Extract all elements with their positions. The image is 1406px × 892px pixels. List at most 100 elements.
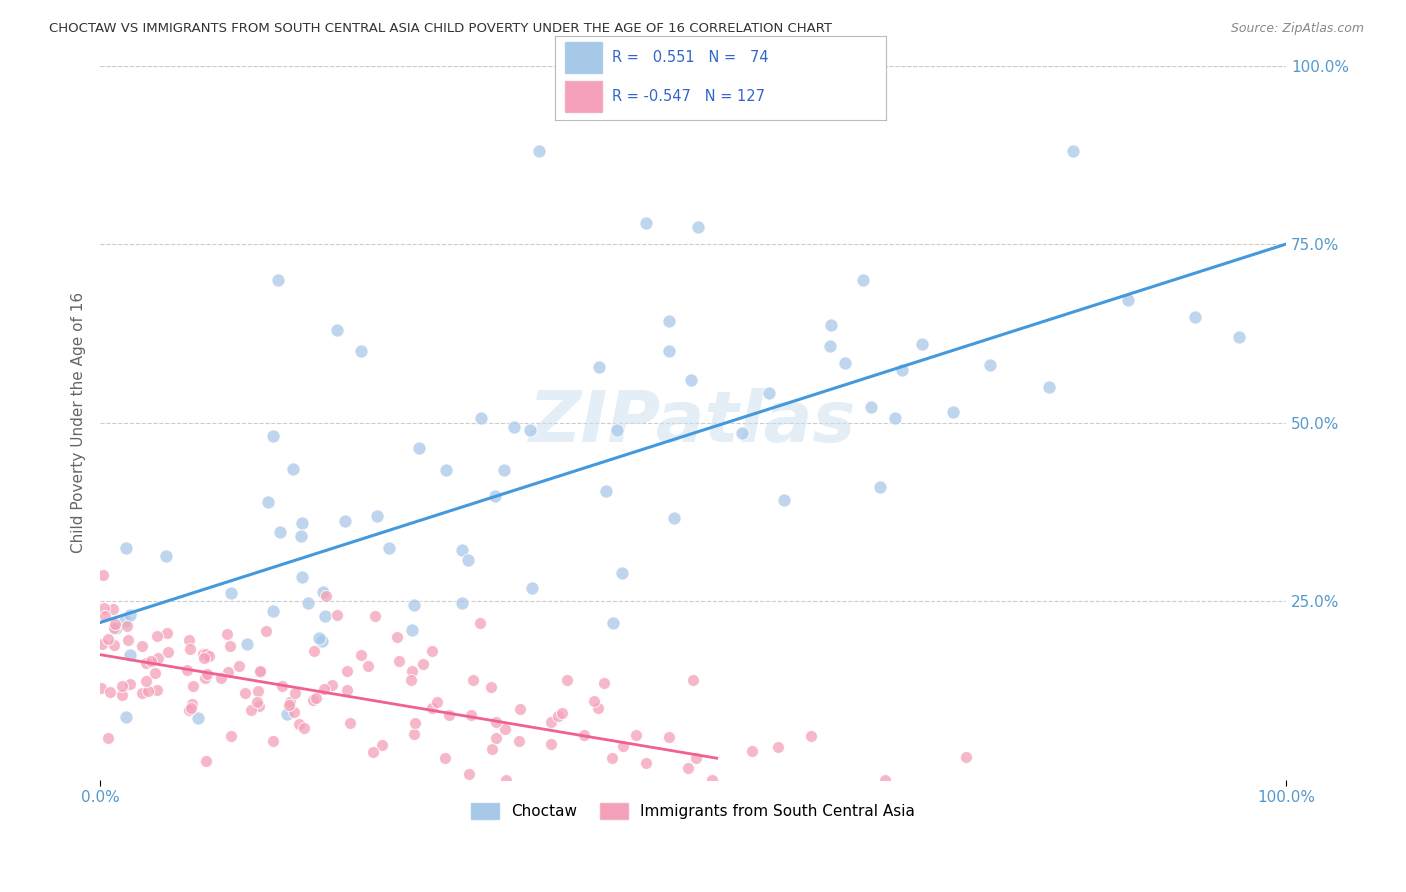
Point bbox=[278, 696, 301, 710]
Point bbox=[326, 608, 349, 623]
Point bbox=[176, 663, 198, 677]
Bar bbox=[565, 43, 602, 73]
Point bbox=[90, 638, 112, 652]
Point bbox=[588, 360, 610, 375]
Point bbox=[103, 616, 125, 631]
Point bbox=[302, 644, 325, 658]
Point bbox=[682, 673, 704, 687]
Point bbox=[246, 695, 269, 709]
Point bbox=[236, 637, 259, 651]
Point bbox=[470, 410, 492, 425]
Point bbox=[146, 651, 169, 665]
Point bbox=[326, 323, 349, 337]
Point bbox=[586, 701, 609, 715]
Point bbox=[426, 695, 449, 709]
Point bbox=[371, 738, 394, 752]
Point bbox=[195, 667, 218, 681]
Point bbox=[193, 647, 215, 661]
Point bbox=[527, 145, 550, 159]
Point bbox=[93, 601, 115, 615]
Point bbox=[257, 495, 280, 509]
Point bbox=[494, 463, 516, 477]
Point bbox=[305, 691, 328, 706]
Point bbox=[110, 680, 132, 694]
Point bbox=[658, 314, 681, 328]
Point bbox=[194, 671, 217, 685]
Point bbox=[181, 697, 204, 711]
Point bbox=[551, 706, 574, 720]
Point bbox=[485, 715, 508, 730]
Point bbox=[401, 623, 423, 637]
Point bbox=[460, 708, 482, 723]
Point bbox=[314, 608, 336, 623]
Point bbox=[290, 529, 312, 543]
Point bbox=[195, 647, 218, 661]
Point bbox=[942, 405, 965, 419]
Point bbox=[350, 344, 373, 359]
Text: CHOCTAW VS IMMIGRANTS FROM SOUTH CENTRAL ASIA CHILD POVERTY UNDER THE AGE OF 16 : CHOCTAW VS IMMIGRANTS FROM SOUTH CENTRAL… bbox=[49, 22, 832, 36]
Point bbox=[103, 601, 125, 615]
Point bbox=[103, 638, 125, 652]
Point bbox=[180, 701, 202, 715]
Point bbox=[859, 400, 882, 414]
Point bbox=[308, 632, 330, 646]
Point bbox=[834, 356, 856, 370]
Point bbox=[193, 651, 215, 665]
Point bbox=[233, 686, 256, 700]
Point bbox=[420, 644, 443, 658]
Point bbox=[291, 516, 314, 530]
Point bbox=[179, 704, 201, 718]
Point bbox=[135, 674, 157, 689]
Point bbox=[97, 632, 120, 646]
Point bbox=[662, 511, 685, 525]
Point bbox=[312, 585, 335, 599]
Text: ZIPatlas: ZIPatlas bbox=[529, 388, 856, 457]
Point bbox=[385, 630, 408, 644]
Point bbox=[209, 671, 232, 685]
Point bbox=[685, 750, 707, 764]
Point bbox=[658, 730, 681, 744]
Point bbox=[335, 514, 357, 528]
Point bbox=[402, 727, 425, 741]
Point bbox=[773, 493, 796, 508]
Point bbox=[145, 665, 167, 680]
Point bbox=[135, 656, 157, 670]
Point bbox=[336, 664, 359, 678]
Text: R = -0.547   N = 127: R = -0.547 N = 127 bbox=[612, 89, 765, 104]
Point bbox=[361, 745, 384, 759]
Point bbox=[247, 698, 270, 713]
Point bbox=[131, 639, 153, 653]
Point bbox=[873, 772, 896, 787]
Point bbox=[217, 627, 239, 641]
Point bbox=[676, 761, 699, 775]
Point bbox=[156, 626, 179, 640]
Point bbox=[494, 722, 516, 736]
Point bbox=[1062, 145, 1084, 159]
Point bbox=[228, 659, 250, 673]
Point bbox=[111, 689, 134, 703]
Point bbox=[198, 649, 221, 664]
Point bbox=[509, 702, 531, 716]
Point bbox=[408, 441, 430, 455]
Point bbox=[582, 694, 605, 708]
Point bbox=[547, 709, 569, 723]
Point bbox=[800, 729, 823, 743]
Point bbox=[1227, 330, 1250, 344]
Point bbox=[602, 616, 624, 631]
Point bbox=[262, 733, 284, 747]
Point bbox=[592, 675, 614, 690]
Point bbox=[437, 708, 460, 723]
Point bbox=[131, 686, 153, 700]
Legend: Choctaw, Immigrants from South Central Asia: Choctaw, Immigrants from South Central A… bbox=[465, 797, 921, 825]
Point bbox=[115, 710, 138, 724]
Point bbox=[820, 339, 842, 353]
Point bbox=[612, 739, 634, 753]
Point bbox=[315, 589, 337, 603]
Point bbox=[247, 684, 270, 698]
Point bbox=[485, 731, 508, 746]
Point bbox=[357, 658, 380, 673]
Point bbox=[297, 596, 319, 610]
Point bbox=[90, 681, 112, 696]
Bar bbox=[565, 81, 602, 112]
Point bbox=[955, 749, 977, 764]
